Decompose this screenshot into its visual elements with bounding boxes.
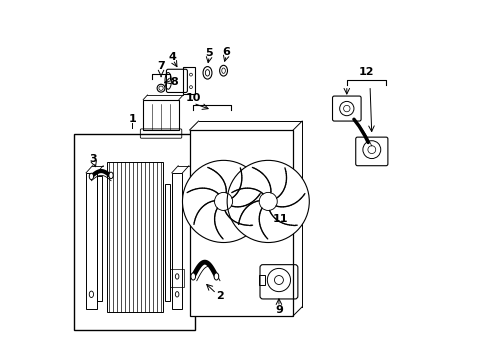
Text: 6: 6 [222, 47, 230, 57]
Text: 10: 10 [186, 93, 201, 103]
Bar [190, 130, 293, 316]
Text: 5: 5 [205, 48, 213, 58]
Ellipse shape [182, 160, 265, 243]
Bar [97, 176, 102, 301]
Bar [259, 275, 265, 285]
Bar [183, 67, 195, 94]
Ellipse shape [89, 173, 94, 180]
Bar [172, 173, 182, 309]
Text: 9: 9 [275, 305, 283, 315]
Bar [74, 134, 195, 330]
Text: 8: 8 [171, 77, 178, 87]
Ellipse shape [227, 160, 309, 243]
Text: 11: 11 [273, 214, 289, 224]
Text: 2: 2 [216, 291, 224, 301]
Text: 4: 4 [169, 52, 177, 62]
Bar [86, 173, 97, 309]
Bar [143, 100, 179, 130]
Bar [170, 269, 184, 287]
Text: 12: 12 [359, 67, 374, 77]
Ellipse shape [109, 172, 113, 179]
Text: 1: 1 [128, 114, 136, 124]
Ellipse shape [191, 273, 196, 280]
Text: 7: 7 [157, 61, 165, 71]
Text: 3: 3 [89, 154, 97, 163]
Bar [107, 162, 163, 312]
Bar [165, 184, 170, 301]
Ellipse shape [214, 273, 219, 280]
